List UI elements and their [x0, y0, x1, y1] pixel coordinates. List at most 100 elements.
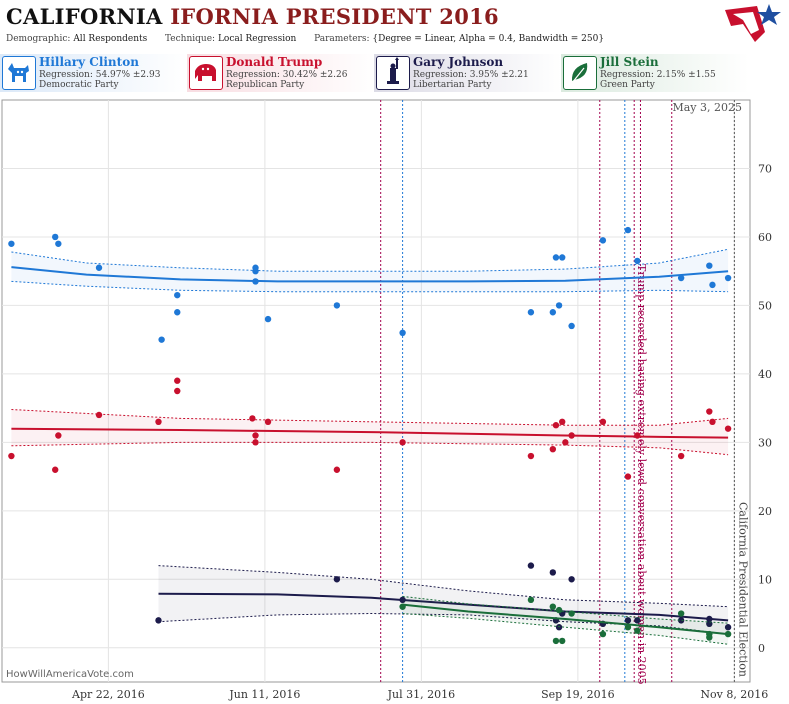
poll-point: [527, 309, 535, 316]
poll-point: [552, 637, 560, 645]
poll-point: [249, 415, 256, 422]
poll-point: [709, 418, 716, 426]
candidate-regression: Regression: 54.97% ±2.93: [39, 70, 161, 80]
poll-point: [706, 408, 713, 415]
parameters-value: {Degree = Linear, Alpha = 0.4, Bandwidth…: [372, 34, 605, 44]
leaf-icon: [563, 56, 597, 90]
candidate-card-trump[interactable]: Donald Trump Regression: 30.42% ±2.26 Re…: [187, 54, 375, 92]
poll-point: [706, 262, 713, 269]
poll-point: [399, 329, 406, 336]
poll-point: [333, 302, 341, 309]
poll-point: [624, 473, 632, 480]
site-watermark: HowWillAmericaVote.com: [6, 669, 134, 680]
poll-point: [264, 418, 272, 426]
poll-point: [95, 411, 103, 419]
candidate-card-johnson[interactable]: Gary Johnson Regression: 3.95% ±2.21 Lib…: [374, 54, 562, 92]
event-label: Trump recorded having extremely lewd con…: [635, 264, 648, 685]
poll-point: [333, 576, 341, 583]
band-lower-line: [402, 613, 729, 645]
poll-point: [95, 264, 103, 271]
poll-point: [706, 634, 713, 641]
y-tick-label: 70: [758, 162, 772, 175]
candidate-name: Donald Trump: [226, 55, 323, 69]
event-label: California Presidential Election: [736, 502, 749, 677]
donkey-icon: [2, 56, 36, 90]
poll-point: [549, 603, 557, 610]
poll-point: [252, 267, 259, 275]
poll-point: [55, 432, 62, 439]
candidate-card-clinton[interactable]: Hillary Clinton Regression: 54.97% ±2.93…: [0, 54, 188, 92]
y-tick-label: 0: [758, 642, 765, 655]
y-tick-label: 20: [758, 505, 772, 518]
poll-point: [8, 240, 15, 247]
poll-point: [624, 617, 632, 624]
poll-point: [399, 603, 406, 610]
plot-frame: [1, 99, 751, 683]
poll-point: [399, 439, 406, 446]
technique-label: Technique:: [165, 34, 216, 44]
poll-point: [252, 439, 259, 446]
title-race: IFORNIA PRESIDENT 2016: [170, 4, 499, 29]
poll-point: [724, 624, 732, 631]
candidate-regression: Regression: 3.95% ±2.21: [413, 70, 529, 80]
polling-chart: 0 10 20 30 40 50 60 70 Apr 22, 2016 Jun 11, 2016 J…: [1, 99, 772, 701]
band-lower-line: [158, 612, 729, 635]
band-upper-line: [402, 595, 729, 624]
candidate-name: Gary Johnson: [413, 55, 504, 69]
poll-point: [252, 432, 259, 439]
poll-point: [677, 610, 685, 617]
elephant-icon: [189, 56, 223, 90]
band-upper-line: [11, 248, 729, 272]
poll-point: [527, 562, 535, 569]
poll-point: [52, 466, 59, 473]
y-tick-label: 50: [758, 299, 772, 312]
parameters-label: Parameters:: [314, 34, 370, 44]
poll-point: [555, 606, 563, 614]
trend-line: [158, 592, 729, 622]
poll-point: [55, 240, 62, 247]
poll-point: [624, 624, 632, 631]
poll-point: [174, 387, 181, 395]
poll-point: [724, 630, 732, 638]
technique-value: Local Regression: [217, 34, 297, 44]
poll-point: [562, 439, 569, 446]
page-title: CALIFORNIA IFORNIA PRESIDENT 2016: [6, 4, 499, 29]
y-tick-label: 60: [758, 231, 772, 244]
trend-line: [11, 266, 729, 283]
candidate-card-stein[interactable]: Jill Stein Regression: 2.15% ±1.55 Green…: [561, 54, 749, 92]
poll-point: [549, 569, 557, 576]
poll-point: [555, 302, 563, 309]
candidate-party: Democratic Party: [39, 80, 119, 90]
poll-point: [677, 617, 685, 624]
band-lower-line: [11, 441, 729, 456]
title-state: CALIFORNIA: [6, 4, 163, 29]
x-tick-label: Nov 8, 2016: [700, 688, 768, 701]
trend-line: [402, 603, 729, 636]
poll-point: [252, 278, 259, 285]
page-header: CALIFORNIA IFORNIA PRESIDENT 2016 Demogr…: [0, 0, 789, 50]
poll-point: [555, 624, 563, 631]
poll-point: [552, 422, 560, 429]
confidence-band: [402, 596, 729, 645]
poll-point: [634, 627, 641, 634]
candidate-legend: Hillary Clinton Regression: 54.97% ±2.93…: [0, 54, 789, 94]
poll-point: [599, 418, 607, 426]
poll-point: [527, 452, 535, 460]
band-lower-line: [11, 280, 729, 293]
x-tick-label: Jul 31, 2016: [387, 688, 456, 701]
poll-point: [264, 315, 272, 323]
poll-point: [155, 617, 162, 624]
poll-point: [624, 226, 632, 234]
poll-point: [52, 233, 59, 241]
poll-point: [724, 274, 732, 282]
y-tick-label: 10: [758, 573, 772, 586]
x-tick-label: Apr 22, 2016: [71, 688, 145, 701]
candidate-regression: Regression: 30.42% ±2.26: [226, 70, 348, 80]
poll-point: [677, 274, 685, 282]
confidence-band: [158, 565, 729, 635]
poll-point: [568, 610, 575, 617]
poll-point: [559, 254, 566, 261]
candidate-name: Hillary Clinton: [39, 55, 139, 69]
candidate-party: Libertarian Party: [413, 80, 492, 90]
y-tick-label: 40: [758, 368, 772, 381]
